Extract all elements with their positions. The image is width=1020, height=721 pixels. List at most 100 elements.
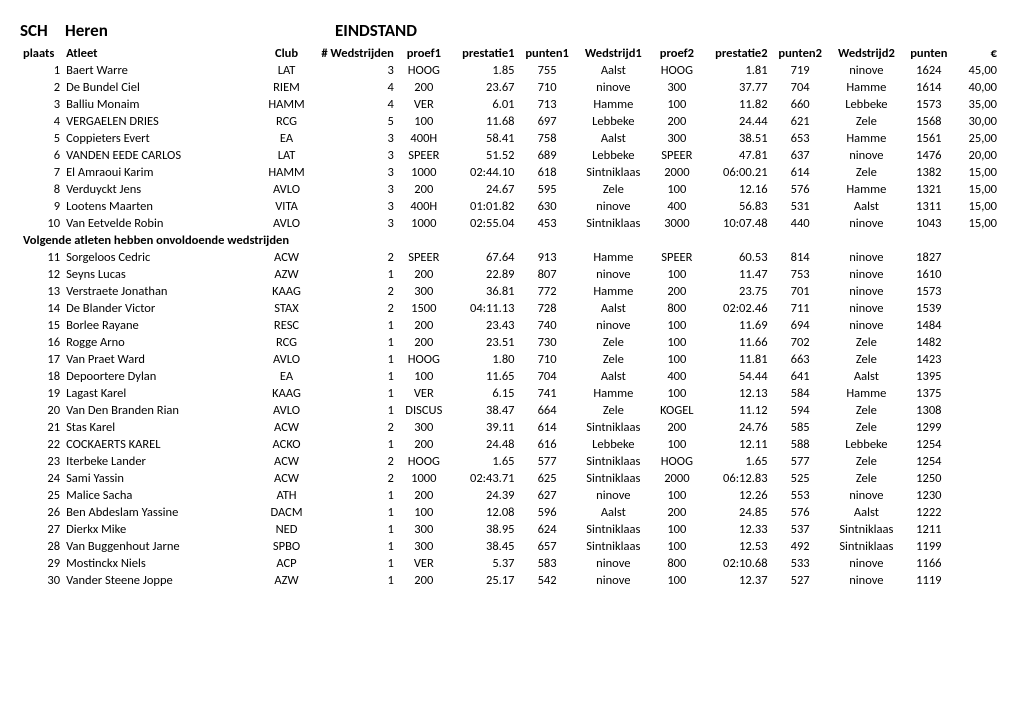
cell-punten: 1482: [903, 334, 955, 351]
cell-pt1: 728: [518, 300, 577, 317]
cell-plaats: 30: [20, 572, 63, 589]
cell-pt2: 577: [771, 453, 830, 470]
cell-w2: Zele: [830, 419, 903, 436]
cell-p2: 3000: [650, 215, 704, 232]
cell-wed: 1: [316, 402, 397, 419]
cell-p2: 100: [650, 385, 704, 402]
cell-p1: 200: [397, 572, 451, 589]
cell-atleet: Van Buggenhout Jarne: [63, 538, 257, 555]
cell-wed: 1: [316, 555, 397, 572]
table-row: 19Lagast KarelKAAG1VER6.15741Hamme10012.…: [20, 385, 1000, 402]
cell-w2: Aalst: [830, 198, 903, 215]
cell-pt1: 542: [518, 572, 577, 589]
cell-club: AVLO: [257, 402, 316, 419]
table-row: 22COCKAERTS KARELACKO120024.48616Lebbeke…: [20, 436, 1000, 453]
cell-pr1: 58.41: [451, 130, 518, 147]
cell-club: AZW: [257, 266, 316, 283]
table-row: 24Sami YassinACW2100002:43.71625Sintnikl…: [20, 470, 1000, 487]
cell-p2: 100: [650, 436, 704, 453]
cell-pr1: 25.17: [451, 572, 518, 589]
cell-wed: 3: [316, 215, 397, 232]
cell-club: NED: [257, 521, 316, 538]
cell-atleet: Depoortere Dylan: [63, 368, 257, 385]
cell-plaats: 10: [20, 215, 63, 232]
cell-pt2: 531: [771, 198, 830, 215]
cell-w1: Aalst: [577, 130, 650, 147]
cell-w2: ninove: [830, 283, 903, 300]
standings-table: plaats Atleet Club # Wedstrijden proef1 …: [20, 45, 1000, 589]
cell-pt1: 630: [518, 198, 577, 215]
cell-plaats: 23: [20, 453, 63, 470]
cell-p2: 100: [650, 266, 704, 283]
cell-atleet: Mostinckx Niels: [63, 555, 257, 572]
cell-eur: [955, 385, 1000, 402]
cell-pt1: 453: [518, 215, 577, 232]
table-row: 30Vander Steene JoppeAZW120025.17542nino…: [20, 572, 1000, 589]
cell-wed: 4: [316, 96, 397, 113]
cell-punten: 1573: [903, 96, 955, 113]
cell-w1: Hamme: [577, 249, 650, 266]
col-atleet: Atleet: [63, 45, 257, 62]
cell-p2: 100: [650, 572, 704, 589]
cell-pt1: 704: [518, 368, 577, 385]
cell-pr1: 39.11: [451, 419, 518, 436]
cell-punten: 1539: [903, 300, 955, 317]
cell-pt2: 614: [771, 164, 830, 181]
cell-p2: 2000: [650, 164, 704, 181]
table-header-row: plaats Atleet Club # Wedstrijden proef1 …: [20, 45, 1000, 62]
cell-w1: ninove: [577, 198, 650, 215]
cell-wed: 1: [316, 334, 397, 351]
cell-pt2: 719: [771, 62, 830, 79]
cell-plaats: 11: [20, 249, 63, 266]
cell-pt2: 533: [771, 555, 830, 572]
cell-wed: 1: [316, 266, 397, 283]
cell-pr2: 12.37: [704, 572, 771, 589]
cell-pr1: 5.37: [451, 555, 518, 572]
cell-eur: [955, 317, 1000, 334]
col-prestatie2: prestatie2: [704, 45, 771, 62]
cell-atleet: Baert Warre: [63, 62, 257, 79]
cell-p2: 2000: [650, 470, 704, 487]
cell-pt2: 584: [771, 385, 830, 402]
cell-w2: ninove: [830, 215, 903, 232]
cell-atleet: VANDEN EEDE CARLOS: [63, 147, 257, 164]
cell-atleet: Van Den Branden Rian: [63, 402, 257, 419]
cell-club: SPBO: [257, 538, 316, 555]
cell-p1: DISCUS: [397, 402, 451, 419]
cell-p2: 100: [650, 351, 704, 368]
cell-pt1: 772: [518, 283, 577, 300]
cell-pt2: 701: [771, 283, 830, 300]
cell-wed: 4: [316, 79, 397, 96]
cell-p1: 300: [397, 538, 451, 555]
cell-wed: 1: [316, 436, 397, 453]
cell-wed: 3: [316, 164, 397, 181]
cell-w2: Lebbeke: [830, 436, 903, 453]
cell-pt1: 595: [518, 181, 577, 198]
cell-w1: Sintniklaas: [577, 164, 650, 181]
cell-pt2: 621: [771, 113, 830, 130]
cell-plaats: 17: [20, 351, 63, 368]
cell-punten: 1568: [903, 113, 955, 130]
cell-eur: [955, 572, 1000, 589]
table-row: 1Baert WarreLAT3HOOG1.85755AalstHOOG1.81…: [20, 62, 1000, 79]
cell-p1: 200: [397, 266, 451, 283]
cell-pt1: 713: [518, 96, 577, 113]
cell-p2: 200: [650, 283, 704, 300]
cell-w1: ninove: [577, 266, 650, 283]
cell-pr1: 24.48: [451, 436, 518, 453]
cell-p1: 100: [397, 113, 451, 130]
cell-p2: HOOG: [650, 453, 704, 470]
cell-pr2: 56.83: [704, 198, 771, 215]
cell-plaats: 15: [20, 317, 63, 334]
cell-pr2: 12.11: [704, 436, 771, 453]
cell-eur: 20,00: [955, 147, 1000, 164]
cell-pt2: 753: [771, 266, 830, 283]
cell-club: LAT: [257, 62, 316, 79]
cell-atleet: Lootens Maarten: [63, 198, 257, 215]
cell-plaats: 1: [20, 62, 63, 79]
cell-w2: Sintniklaas: [830, 521, 903, 538]
cell-pt2: 594: [771, 402, 830, 419]
cell-pt2: 704: [771, 79, 830, 96]
cell-atleet: Dierkx Mike: [63, 521, 257, 538]
cell-pr2: 12.33: [704, 521, 771, 538]
